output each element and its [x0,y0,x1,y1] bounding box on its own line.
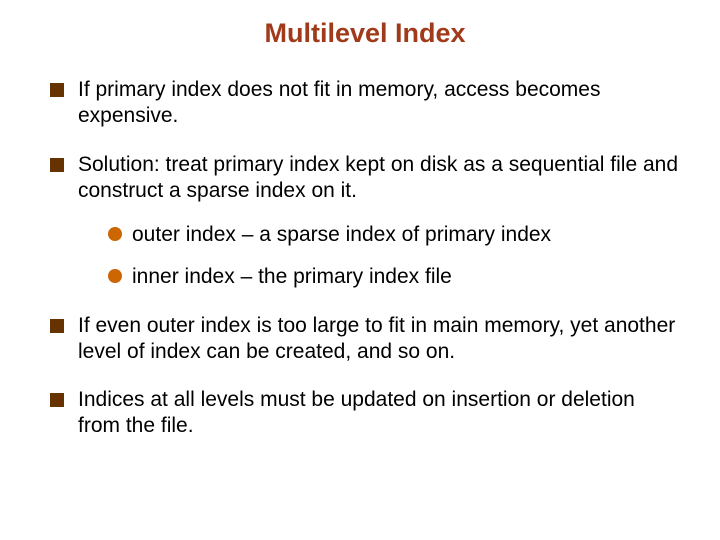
main-bullet-list: If primary index does not fit in memory,… [50,77,680,440]
sub-bullet-list: outer index – a sparse index of primary … [78,222,680,291]
bullet-text: Solution: treat primary index kept on di… [78,153,678,202]
bullet-text: If even outer index is too large to fit … [78,314,675,363]
square-bullet-icon [50,83,64,97]
slide-title: Multilevel Index [50,18,680,49]
bullet-text: Indices at all levels must be updated on… [78,388,635,437]
bullet-item: Indices at all levels must be updated on… [50,387,680,440]
bullet-text: If primary index does not fit in memory,… [78,78,600,127]
square-bullet-icon [50,158,64,172]
bullet-item: If primary index does not fit in memory,… [50,77,680,130]
bullet-item: If even outer index is too large to fit … [50,313,680,366]
bullet-item: Solution: treat primary index kept on di… [50,152,680,291]
square-bullet-icon [50,319,64,333]
square-bullet-icon [50,393,64,407]
round-bullet-icon [108,269,122,283]
sub-bullet-item: outer index – a sparse index of primary … [78,222,680,248]
round-bullet-icon [108,227,122,241]
sub-bullet-text: outer index – a sparse index of primary … [132,223,551,246]
sub-bullet-text: inner index – the primary index file [132,265,452,288]
sub-bullet-item: inner index – the primary index file [78,264,680,290]
